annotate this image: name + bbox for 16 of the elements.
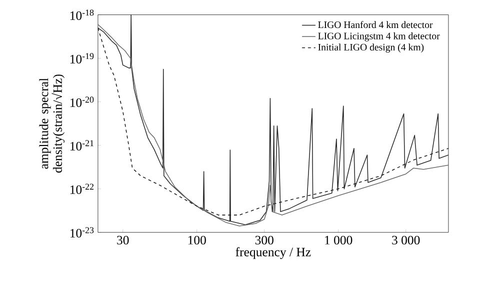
- x-tick-label: 30: [117, 236, 129, 245]
- legend-label: LIGO Licingstm 4 km detector: [318, 32, 440, 42]
- x-axis-title: frequency / Hz: [236, 247, 311, 260]
- y-tick-label: 10$^{-20}$: [70, 96, 94, 108]
- y-tick-label: 10$^{-22}$: [70, 184, 94, 194]
- y-tick-label: 10$^{-21}$: [70, 140, 94, 151]
- legend-label: Initial LIGO design (4 km): [318, 44, 424, 53]
- legend-label: LIGO Hanford 4 km detector: [318, 21, 433, 28]
- y-tick-label: 10$^{-19}$: [70, 53, 94, 64]
- x-tick-label: 1 000: [325, 236, 352, 245]
- y-tick-label: 10$^{-23}$: [70, 227, 94, 238]
- x-tick-label: 300: [255, 236, 274, 245]
- x-tick-label: 100: [188, 236, 206, 245]
- x-tick-label: 3 000: [392, 236, 420, 245]
- y-tick-label: 10$^{-18}$: [70, 10, 94, 20]
- y-axis-title: amplitude specral density(strain/√Hz): [39, 74, 65, 173]
